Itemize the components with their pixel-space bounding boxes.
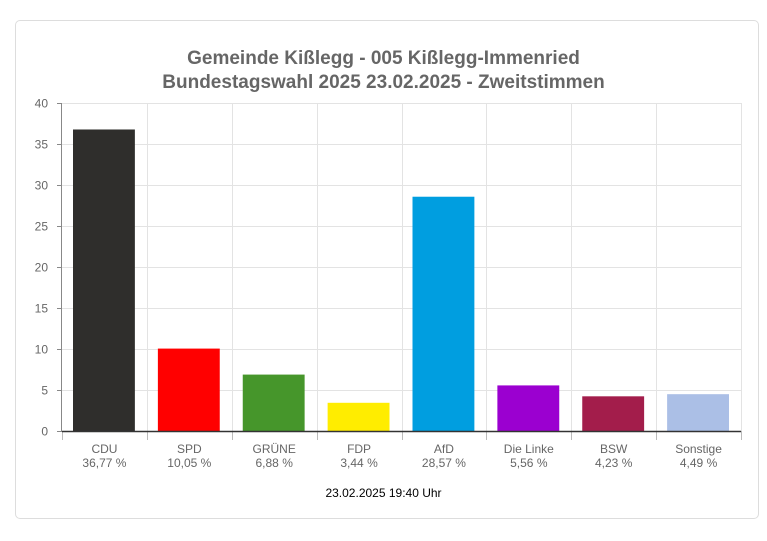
bar-bsw bbox=[582, 396, 645, 431]
y-tick-label: 40 bbox=[35, 97, 49, 111]
x-category-label: BSW bbox=[600, 442, 628, 456]
x-value-label: 6,88 % bbox=[256, 456, 294, 470]
x-category-label: AfD bbox=[434, 442, 454, 456]
x-value-label: 36,77 % bbox=[82, 456, 126, 470]
y-tick-label: 10 bbox=[35, 343, 49, 357]
chart-title-line-2: Bundestagswahl 2025 23.02.2025 - Zweitst… bbox=[162, 72, 605, 93]
x-category-label: CDU bbox=[91, 442, 117, 456]
y-tick-label: 30 bbox=[35, 179, 49, 193]
bar-grüne bbox=[242, 374, 305, 431]
y-tick-label: 5 bbox=[41, 384, 48, 398]
timestamp: 23.02.2025 19:40 Uhr bbox=[325, 486, 442, 500]
x-value-label: 28,57 % bbox=[422, 456, 466, 470]
y-tick-label: 35 bbox=[35, 138, 49, 152]
x-value-label: 5,56 % bbox=[510, 456, 548, 470]
bar-fdp bbox=[327, 402, 390, 431]
x-category-label: FDP bbox=[347, 442, 371, 456]
x-category-label: Die Linke bbox=[504, 442, 554, 456]
chart-card bbox=[15, 20, 759, 519]
y-tick-label: 0 bbox=[41, 425, 48, 439]
y-tick-label: 25 bbox=[35, 220, 49, 234]
bar-sonstige bbox=[667, 394, 729, 431]
bar-afd bbox=[412, 196, 475, 431]
y-tick-label: 20 bbox=[35, 261, 49, 275]
x-value-label: 10,05 % bbox=[167, 456, 211, 470]
chart-title-line-1: Gemeinde Kißlegg - 005 Kißlegg-Immenried bbox=[187, 48, 580, 69]
x-category-label: SPD bbox=[177, 442, 202, 456]
x-value-label: 4,23 % bbox=[595, 456, 633, 470]
x-value-label: 3,44 % bbox=[340, 456, 378, 470]
x-category-label: Sonstige bbox=[675, 442, 722, 456]
bar-die-linke bbox=[497, 385, 560, 431]
x-category-label: GRÜNE bbox=[253, 442, 296, 456]
x-value-label: 4,49 % bbox=[680, 456, 718, 470]
bar-cdu bbox=[73, 129, 135, 431]
bar-spd bbox=[157, 348, 220, 431]
y-tick-label: 15 bbox=[35, 302, 49, 316]
